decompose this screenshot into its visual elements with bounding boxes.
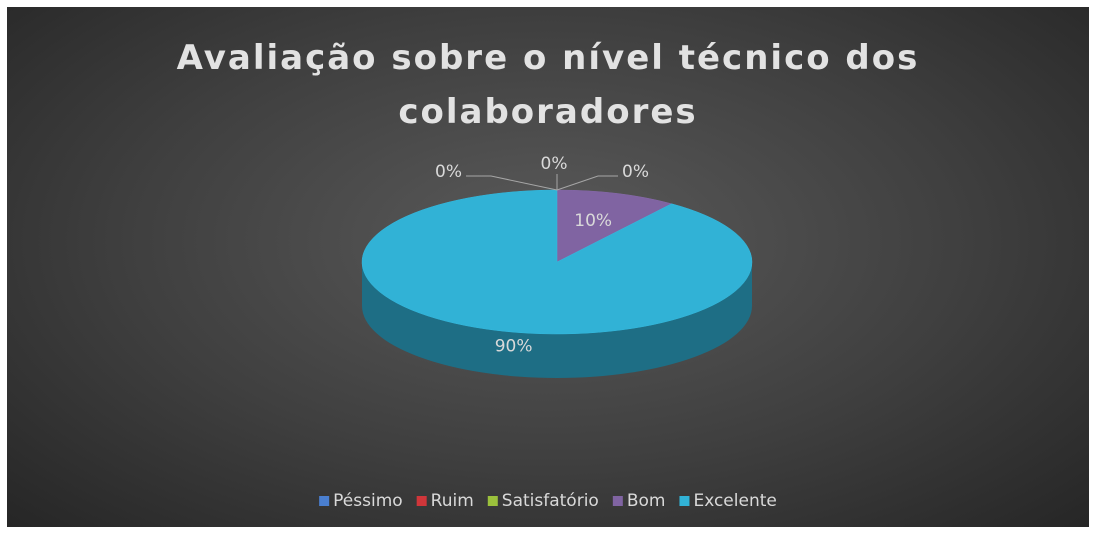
slice-side: [362, 262, 752, 378]
legend-label: Bom: [627, 491, 666, 511]
data-label: 10%: [574, 211, 612, 231]
legend-marker: [612, 496, 623, 506]
legend-marker: [319, 496, 330, 506]
slice: [361, 189, 753, 335]
legend-label: Péssimo: [333, 491, 403, 511]
chart: Avaliação sobre o nível técnico dos cola…: [7, 7, 1089, 527]
legend-label: Excelente: [693, 491, 776, 511]
legend-marker: [487, 496, 498, 506]
legend-label: Satisfatório: [502, 491, 599, 511]
chart-title: Avaliação sobre o nível técnico dos cola…: [176, 38, 920, 132]
legend-marker: [416, 496, 427, 506]
data-label: 0%: [435, 162, 462, 182]
legend-marker: [679, 496, 690, 506]
pie-area: 0% 0% 0% 10% 90% Péssimo Ruim Satisfatório Bom Ex…: [319, 154, 777, 511]
data-label: 0%: [622, 162, 649, 182]
data-label: 0%: [541, 154, 568, 174]
leader-line: [556, 175, 618, 191]
leader-line: [466, 175, 558, 191]
slice: [556, 189, 673, 263]
legend-label: Ruim: [431, 491, 474, 511]
data-label: 90%: [495, 337, 533, 357]
